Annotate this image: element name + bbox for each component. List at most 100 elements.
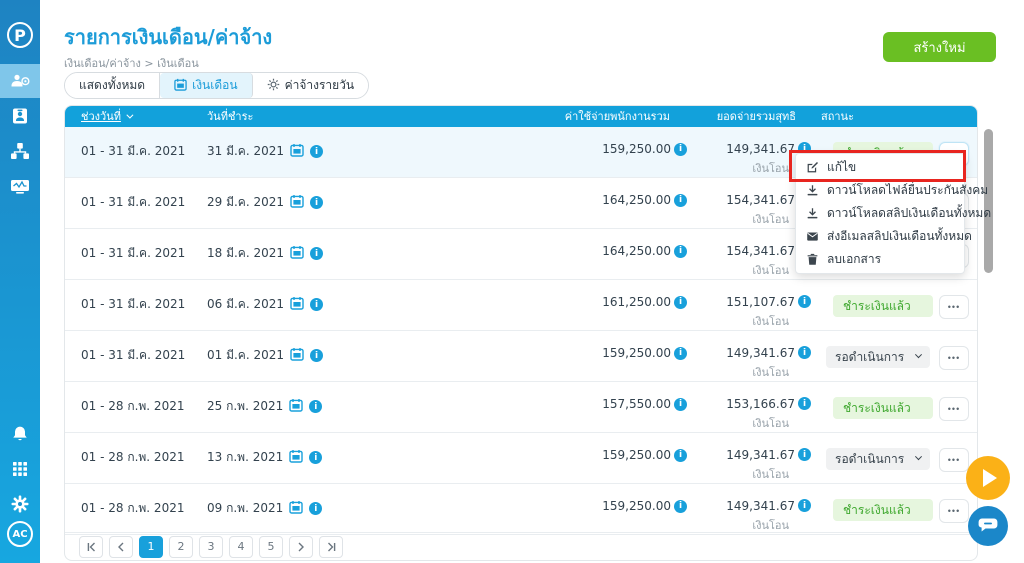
- calendar-icon[interactable]: [289, 449, 303, 466]
- peak-logo[interactable]: P: [7, 22, 33, 48]
- sidebar-item-employee-card[interactable]: [0, 99, 40, 133]
- gear-icon: [11, 495, 29, 513]
- column-header-total-expense: ค่าใช้จ่ายพนักงานรวม: [564, 110, 670, 123]
- bell-icon: [11, 425, 29, 443]
- sidebar-item-dashboard[interactable]: [0, 169, 40, 203]
- expense-info-icon[interactable]: [674, 244, 687, 258]
- net-total-cell: 149,341.67 เงินโอน: [687, 142, 811, 177]
- table-row[interactable]: 01 - 28 ก.พ. 2021 25 ก.พ. 2021 157,550.0…: [65, 382, 977, 433]
- pagination-first-button[interactable]: [79, 535, 103, 558]
- context-menu-item-download[interactable]: ดาวน์โหลดไฟล์ยื่นประกันสังคม: [796, 179, 988, 202]
- status-cell: รอดำเนินการ: [811, 346, 939, 368]
- calendar-icon[interactable]: [290, 347, 304, 364]
- payment-method-label: เงินโอน: [752, 162, 789, 175]
- date-range-cell: 01 - 31 มี.ค. 2021: [81, 346, 207, 365]
- payment-method-label: เงินโอน: [752, 519, 789, 532]
- calendar-icon[interactable]: [289, 500, 303, 517]
- chevron-down-icon: [914, 452, 923, 460]
- expense-info-icon[interactable]: [674, 295, 687, 309]
- table-row[interactable]: 01 - 31 มี.ค. 2021 01 มี.ค. 2021 159,250…: [65, 331, 977, 382]
- calendar-icon[interactable]: [289, 398, 303, 415]
- calendar-icon[interactable]: [290, 245, 304, 262]
- calendar-icon[interactable]: [290, 143, 304, 160]
- expense-info-icon[interactable]: [674, 142, 687, 156]
- pagination-next-button[interactable]: [289, 535, 313, 558]
- net-info-icon[interactable]: [798, 499, 811, 512]
- context-menu-item-trash[interactable]: ลบเอกสาร: [796, 248, 964, 271]
- pay-date-info-icon[interactable]: [310, 196, 324, 209]
- pay-date-info-icon[interactable]: [310, 145, 324, 158]
- filter-tabs: แสดงทั้งหมด เงินเดือน ค่าจ้างรายวัน: [64, 72, 370, 99]
- net-total-value: 149,341.67: [726, 142, 795, 156]
- calendar-icon[interactable]: [290, 296, 304, 313]
- pagination-page-button-3[interactable]: 3: [199, 535, 223, 558]
- net-info-icon[interactable]: [798, 346, 811, 359]
- user-avatar[interactable]: AC: [7, 521, 33, 547]
- pagination-page-button-1[interactable]: 1: [139, 535, 163, 558]
- sidebar: P: [0, 0, 40, 563]
- expense-info-icon[interactable]: [674, 193, 687, 207]
- org-chart-icon: [10, 142, 30, 160]
- pay-date-info-icon[interactable]: [310, 349, 324, 362]
- row-actions-button[interactable]: [939, 499, 969, 523]
- net-info-icon[interactable]: [798, 397, 811, 410]
- status-dropdown[interactable]: รอดำเนินการ: [826, 448, 930, 470]
- expense-info-icon[interactable]: [674, 346, 687, 360]
- expense-info-icon[interactable]: [674, 397, 687, 411]
- pagination-page-button-4[interactable]: 4: [229, 535, 253, 558]
- date-range-value: 01 - 28 ก.พ. 2021: [81, 399, 185, 413]
- status-cell: ชำระเงินแล้ว: [811, 499, 939, 521]
- chat-support-button[interactable]: [968, 506, 1008, 546]
- sidebar-item-notifications[interactable]: [0, 417, 40, 451]
- row-actions-button[interactable]: [939, 295, 969, 319]
- tutorial-play-button[interactable]: [966, 456, 1010, 500]
- pagination-page-button-2[interactable]: 2: [169, 535, 193, 558]
- pay-date-info-icon[interactable]: [310, 298, 324, 311]
- table-header-row: ช่วงวันที่ วันที่ชำระ ค่าใช้จ่ายพนักงานร…: [65, 106, 977, 127]
- date-range-value: 01 - 31 มี.ค. 2021: [81, 195, 186, 209]
- calendar-icon[interactable]: [290, 194, 304, 211]
- scrollbar-thumb[interactable]: [984, 129, 993, 273]
- tab-show-all[interactable]: แสดงทั้งหมด: [65, 73, 161, 98]
- context-menu-item-email[interactable]: ส่งอีเมลสลิปเงินเดือนทั้งหมด: [796, 225, 972, 248]
- pay-date-info-icon[interactable]: [310, 247, 324, 260]
- pay-date-info-icon[interactable]: [309, 400, 323, 413]
- sidebar-item-settings[interactable]: [0, 487, 40, 521]
- pay-date-info-icon[interactable]: [309, 451, 323, 464]
- create-new-button[interactable]: สร้างใหม่: [883, 32, 996, 62]
- table-row[interactable]: 01 - 28 ก.พ. 2021 09 ก.พ. 2021 159,250.0…: [65, 484, 977, 535]
- column-header-date-range[interactable]: ช่วงวันที่: [81, 106, 207, 127]
- tab-salary[interactable]: เงินเดือน: [160, 73, 253, 98]
- sidebar-item-employees[interactable]: [0, 64, 40, 98]
- pay-date-value: 09 ก.พ. 2021: [207, 501, 284, 515]
- expense-info-icon[interactable]: [674, 499, 687, 513]
- date-range-value: 01 - 31 มี.ค. 2021: [81, 348, 186, 362]
- net-info-icon[interactable]: [798, 448, 811, 461]
- total-expense-value: 157,550.00: [602, 397, 671, 411]
- payroll-table: ช่วงวันที่ วันที่ชำระ ค่าใช้จ่ายพนักงานร…: [64, 105, 978, 561]
- date-range-value: 01 - 31 มี.ค. 2021: [81, 297, 186, 311]
- row-actions-button[interactable]: [939, 346, 969, 370]
- status-dropdown[interactable]: รอดำเนินการ: [826, 346, 930, 368]
- pay-date-info-icon[interactable]: [309, 502, 323, 515]
- table-row[interactable]: 01 - 31 มี.ค. 2021 06 มี.ค. 2021 161,250…: [65, 280, 977, 331]
- expense-info-icon[interactable]: [674, 448, 687, 462]
- sidebar-item-apps[interactable]: [0, 452, 40, 486]
- total-expense-value: 161,250.00: [602, 295, 671, 309]
- tab-daily-wage[interactable]: ค่าจ้างรายวัน: [252, 73, 369, 98]
- pay-date-value: 13 ก.พ. 2021: [207, 450, 284, 464]
- row-actions-button[interactable]: [939, 448, 969, 472]
- context-menu-item-download[interactable]: ดาวน์โหลดสลิปเงินเดือนทั้งหมด: [796, 202, 991, 225]
- menu-item-label: ลบเอกสาร: [827, 252, 882, 266]
- pagination-page-button-5[interactable]: 5: [259, 535, 283, 558]
- total-expense-cell: 159,250.00: [387, 142, 687, 156]
- sidebar-item-org-chart[interactable]: [0, 134, 40, 168]
- context-menu-item-edit[interactable]: แก้ไข: [796, 156, 964, 179]
- pagination-last-button[interactable]: [319, 535, 343, 558]
- row-actions-button[interactable]: [939, 397, 969, 421]
- net-info-icon[interactable]: [798, 295, 811, 308]
- column-header-status: สถานะ: [821, 110, 854, 123]
- table-row[interactable]: 01 - 28 ก.พ. 2021 13 ก.พ. 2021 159,250.0…: [65, 433, 977, 484]
- pagination-prev-button[interactable]: [109, 535, 133, 558]
- chat-bubble-icon: [978, 516, 998, 537]
